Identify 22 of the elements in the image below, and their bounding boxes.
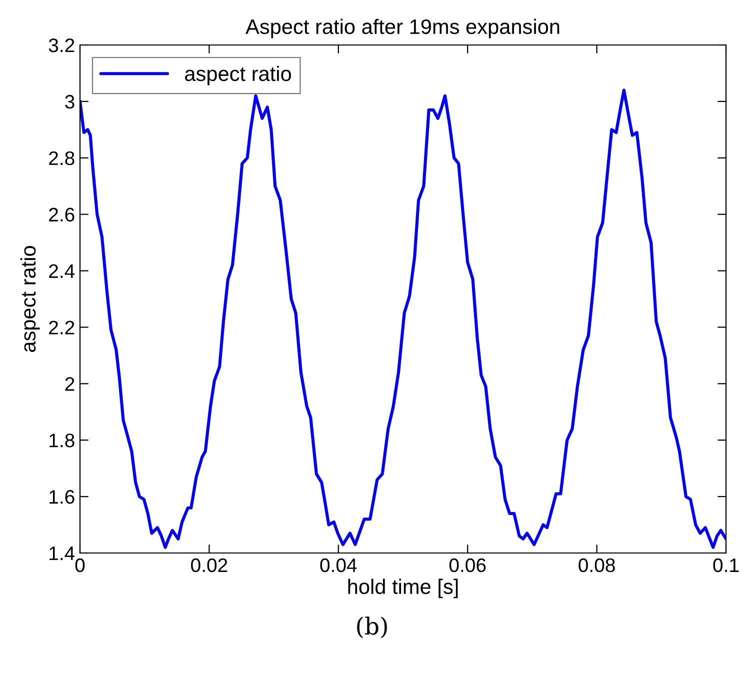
x-tick-label: 0 [75,558,85,572]
legend-label: aspect ratio [185,66,291,86]
x-tick-label: 0.08 [578,558,615,572]
x-axis-title: hold time [s] [348,578,458,598]
line-series [80,88,726,549]
x-tick-label: 0.04 [320,558,357,572]
x-tick-label: 0.06 [449,558,486,572]
y-tick-label: 2.2 [49,320,74,334]
y-tick-label: 2.8 [49,151,74,166]
y-tick-label: 2.6 [49,208,74,222]
y-tick-label: 1.8 [50,434,74,448]
x-tick-label: 0.02 [191,558,228,572]
y-axis-title: aspect ratio [20,246,40,352]
y-tick-label: 2.4 [49,264,75,278]
y-tick-label: 3 [65,94,74,109]
y-tick-label: 1.4 [50,546,75,560]
y-tick-label: 1.6 [50,490,74,504]
x-tick-label: 0.1 [713,558,739,572]
y-tick-label: 2 [65,377,74,391]
text: (b) [357,616,387,638]
y-tick-label: 3.2 [48,38,74,52]
chart-title: Aspect ratio after 19ms expansion [246,18,560,38]
